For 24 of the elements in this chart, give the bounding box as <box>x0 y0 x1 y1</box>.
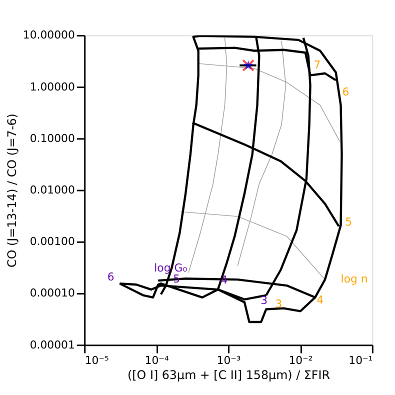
y-tick-label: 0.10000 <box>30 132 75 145</box>
annotation: 4 <box>316 293 324 306</box>
annotation: log n <box>340 272 368 286</box>
annotation: 3 <box>275 297 282 310</box>
annotation: 3 <box>260 294 268 308</box>
y-tick-label: 10.00000 <box>22 28 75 42</box>
x-tick-label: 10⁻⁵ <box>84 354 109 368</box>
x-tick-label: 10⁻² <box>288 354 313 368</box>
y-tick-label: 0.01000 <box>30 184 75 196</box>
y-tick-label: 0.00100 <box>30 235 75 248</box>
y-tick-label: 0.00010 <box>30 286 75 300</box>
annotation: 6 <box>107 270 114 284</box>
y-tick-label: 1.00000 <box>30 80 75 94</box>
annotation: 5 <box>345 215 352 228</box>
x-tick-label: 10⁻⁴ <box>144 354 170 368</box>
x-tick-label: 10⁻³ <box>216 354 241 368</box>
annotation: log G₀ <box>154 262 188 275</box>
annotation: 4 <box>220 274 228 287</box>
x-axis-title: ([O I] 63μm + [C II] 158μm) / ΣFIR <box>128 368 330 382</box>
y-tick-label: 0.00001 <box>30 338 75 352</box>
annotation: 6 <box>342 85 350 98</box>
annotation: 7 <box>314 58 321 72</box>
x-tick-label: 10⁻¹ <box>348 354 373 368</box>
y-axis-title: CO (J=13-14) / CO (J=7-6) <box>4 114 19 268</box>
